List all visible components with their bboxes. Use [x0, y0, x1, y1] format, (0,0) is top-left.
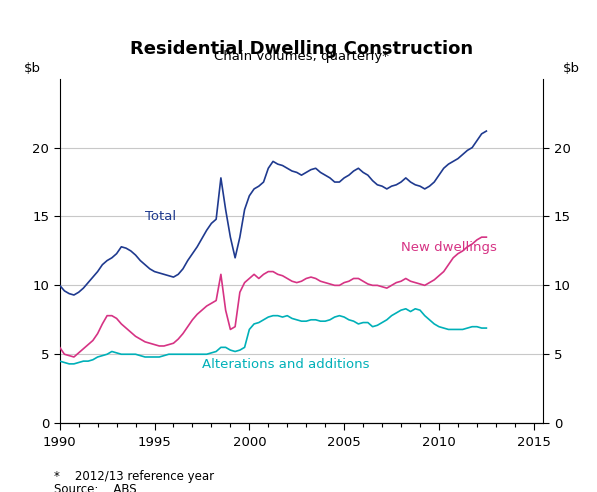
Title: Residential Dwelling Construction: Residential Dwelling Construction	[130, 40, 473, 58]
Text: New dwellings: New dwellings	[401, 241, 497, 254]
Text: *    2012/13 reference year: * 2012/13 reference year	[54, 470, 214, 483]
Text: $b: $b	[23, 62, 41, 75]
Text: Chain volumes, quarterly*: Chain volumes, quarterly*	[214, 50, 389, 63]
Text: $b: $b	[562, 62, 580, 75]
Text: Alterations and additions: Alterations and additions	[202, 358, 370, 371]
Text: Total: Total	[145, 211, 176, 223]
Text: Source:    ABS: Source: ABS	[54, 483, 136, 492]
